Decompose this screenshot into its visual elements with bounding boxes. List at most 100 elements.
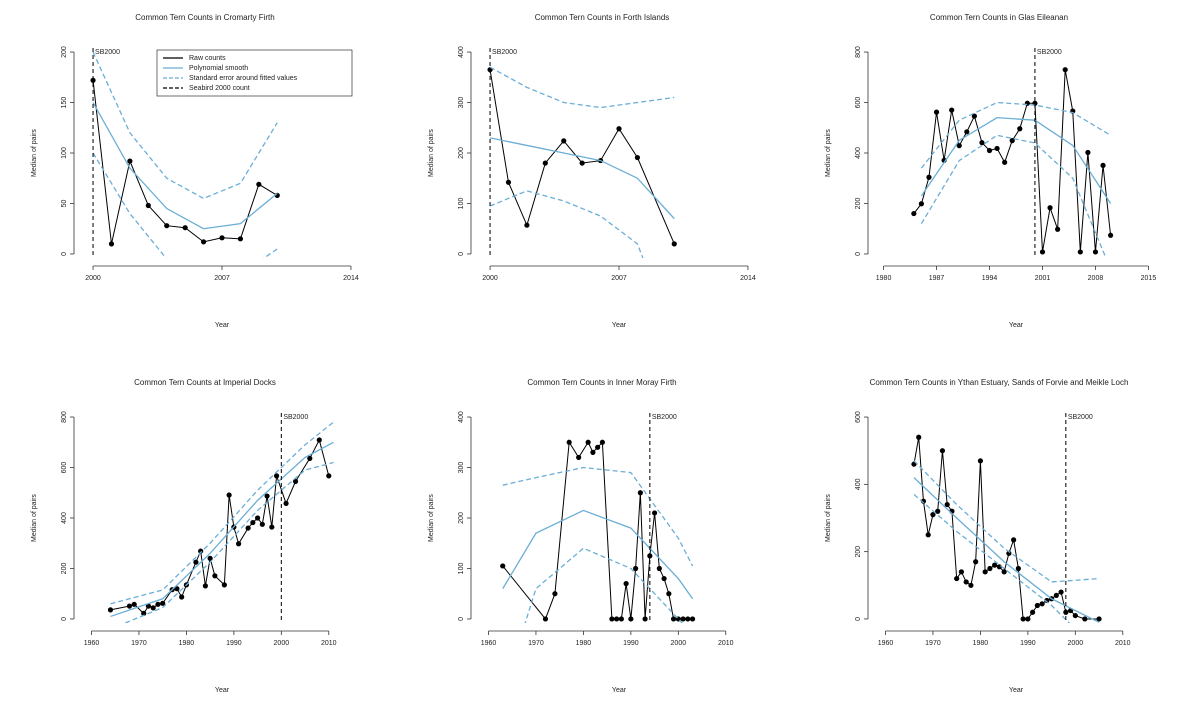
point xyxy=(542,160,548,166)
se-lower-line xyxy=(524,547,684,623)
point xyxy=(920,498,927,504)
point xyxy=(666,591,672,597)
point xyxy=(618,616,624,622)
point xyxy=(1085,149,1091,156)
point xyxy=(1107,232,1114,238)
x-tick-label: 1987 xyxy=(929,275,945,282)
point xyxy=(1039,249,1046,255)
point xyxy=(150,605,156,611)
point xyxy=(164,223,170,229)
y-axis-label: Median of pairs xyxy=(428,494,435,542)
point xyxy=(561,138,567,144)
x-tick-label: 2000 xyxy=(671,640,687,647)
chart-title: Common Tern Counts in Inner Moray Firth xyxy=(527,378,676,387)
y-tick-label: 0 xyxy=(61,252,68,256)
point xyxy=(236,541,242,547)
se-upper-line xyxy=(92,51,278,200)
panel: Common Tern Counts in Cromarty Firth Year… xyxy=(31,13,359,329)
point xyxy=(1055,226,1061,232)
point xyxy=(1009,138,1015,144)
y-tick-label: 200 xyxy=(855,546,862,558)
smooth-line xyxy=(92,102,278,230)
y-tick-label: 100 xyxy=(61,147,68,159)
point xyxy=(226,492,232,498)
panel: Common Tern Counts at Imperial Docks Year… xyxy=(31,378,337,694)
y-tick-label: 300 xyxy=(458,97,465,109)
se-lower-line xyxy=(123,461,334,623)
plot-area xyxy=(500,439,696,623)
point xyxy=(1077,249,1083,255)
x-tick-label: 1990 xyxy=(623,640,639,647)
point xyxy=(193,559,199,565)
point xyxy=(968,582,974,588)
x-axis-label: Year xyxy=(1009,322,1024,329)
point xyxy=(1082,616,1088,622)
reference-label: SB2000 xyxy=(1068,414,1093,421)
y-tick-label: 200 xyxy=(458,512,465,524)
point xyxy=(269,524,275,530)
point xyxy=(964,129,970,135)
x-tick-label: 2010 xyxy=(1115,640,1131,647)
y-tick-label: 400 xyxy=(61,512,68,524)
reference-label: SB2000 xyxy=(95,49,120,56)
point xyxy=(982,569,988,575)
point xyxy=(685,616,691,622)
legend-label: Standard error around fitted values xyxy=(189,75,298,82)
x-tick-label: 1980 xyxy=(973,640,989,647)
y-tick-label: 800 xyxy=(61,411,68,423)
y-tick-label: 400 xyxy=(855,147,862,159)
se-upper-line xyxy=(489,66,675,109)
point xyxy=(609,616,615,622)
point xyxy=(973,559,979,565)
reference-label: SB2000 xyxy=(283,414,308,421)
x-axis-label: Year xyxy=(612,687,627,694)
point xyxy=(1058,589,1064,595)
point xyxy=(182,225,188,231)
point xyxy=(524,222,530,228)
point xyxy=(207,555,213,561)
point xyxy=(1034,602,1040,609)
point xyxy=(579,160,585,166)
y-tick-label: 400 xyxy=(855,478,862,490)
point xyxy=(911,210,917,217)
plot-area xyxy=(487,66,677,258)
point xyxy=(1015,565,1021,572)
point xyxy=(1017,126,1023,132)
point xyxy=(935,508,941,514)
point xyxy=(1025,616,1031,622)
x-tick-label: 2015 xyxy=(1141,275,1157,282)
raw-line xyxy=(913,437,1100,620)
raw-line xyxy=(489,69,675,245)
point xyxy=(651,510,658,516)
point xyxy=(131,601,137,607)
point xyxy=(566,439,572,445)
point xyxy=(212,573,218,579)
point xyxy=(145,603,152,609)
point xyxy=(1001,569,1007,575)
x-tick-label: 1980 xyxy=(876,275,892,282)
point xyxy=(590,449,596,455)
smooth-line xyxy=(502,509,694,600)
y-axis-label: Median of pairs xyxy=(31,129,38,177)
y-tick-label: 200 xyxy=(855,198,862,210)
point xyxy=(1092,249,1099,255)
point xyxy=(221,582,227,588)
y-tick-label: 0 xyxy=(855,617,862,621)
point xyxy=(200,239,207,245)
point xyxy=(259,521,265,527)
point xyxy=(202,583,208,589)
x-tick-label: 2014 xyxy=(343,275,359,282)
x-tick-label: 1994 xyxy=(982,275,998,282)
x-tick-label: 1970 xyxy=(925,640,941,647)
y-tick-label: 0 xyxy=(458,617,465,621)
y-tick-label: 50 xyxy=(61,199,68,207)
point xyxy=(979,140,985,146)
point xyxy=(585,439,591,445)
x-tick-label: 2007 xyxy=(611,275,627,282)
y-axis-label: Median of pairs xyxy=(825,129,832,177)
panel: Common Tern Counts in Forth Islands Year M… xyxy=(428,13,756,329)
point xyxy=(994,145,1000,152)
chart-title: Common Tern Counts at Imperial Docks xyxy=(134,378,276,387)
panel: Common Tern Counts in Glas Eileanan Year M… xyxy=(825,13,1156,329)
